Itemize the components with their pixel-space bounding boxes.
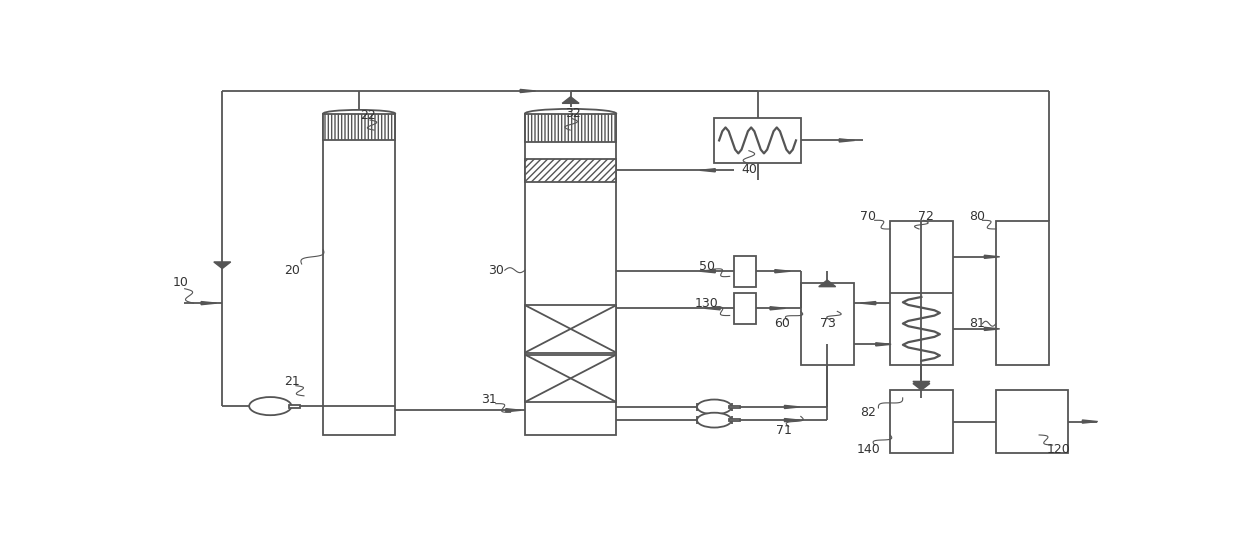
Bar: [729, 419, 740, 422]
Polygon shape: [985, 255, 999, 258]
Polygon shape: [775, 270, 790, 273]
Bar: [324, 108, 396, 114]
Text: 10: 10: [174, 276, 188, 289]
Ellipse shape: [525, 109, 616, 118]
Text: 72: 72: [918, 210, 934, 223]
Ellipse shape: [324, 110, 396, 117]
Bar: [801, 282, 853, 365]
Text: 140: 140: [856, 443, 880, 456]
Circle shape: [697, 400, 732, 414]
Bar: [525, 107, 616, 114]
Text: 50: 50: [698, 259, 714, 272]
Bar: [996, 221, 1049, 365]
Text: 120: 120: [1047, 443, 1070, 456]
Polygon shape: [913, 381, 930, 388]
Text: 70: 70: [861, 210, 877, 223]
Bar: [525, 113, 616, 435]
Bar: [890, 389, 952, 454]
Polygon shape: [861, 302, 875, 305]
Text: 22: 22: [361, 109, 376, 122]
Polygon shape: [770, 307, 785, 310]
Text: 40: 40: [742, 163, 756, 175]
Polygon shape: [818, 280, 836, 287]
Polygon shape: [699, 270, 715, 273]
Circle shape: [697, 412, 732, 427]
Bar: [525, 113, 616, 142]
Text: 30: 30: [489, 264, 505, 277]
Bar: [289, 404, 300, 408]
Polygon shape: [521, 89, 536, 93]
Polygon shape: [1083, 420, 1097, 423]
Bar: [324, 113, 396, 435]
Text: 20: 20: [284, 264, 300, 277]
Polygon shape: [213, 262, 231, 269]
Polygon shape: [913, 384, 930, 390]
Polygon shape: [562, 97, 579, 103]
Text: 31: 31: [481, 393, 497, 407]
Bar: [734, 256, 755, 287]
Text: 80: 80: [968, 210, 985, 223]
Bar: [525, 159, 616, 181]
Text: 71: 71: [775, 424, 791, 437]
Polygon shape: [785, 418, 800, 422]
Text: 81: 81: [968, 317, 985, 330]
Text: 32: 32: [565, 107, 580, 120]
Polygon shape: [839, 139, 854, 142]
Polygon shape: [985, 327, 999, 331]
Bar: [996, 389, 1068, 454]
Bar: [525, 305, 616, 353]
Bar: [729, 406, 740, 408]
Bar: [525, 355, 616, 402]
Circle shape: [249, 397, 291, 415]
Polygon shape: [699, 169, 715, 172]
Text: 60: 60: [774, 317, 790, 330]
Text: 73: 73: [820, 317, 836, 330]
Bar: [890, 221, 952, 365]
Text: 21: 21: [284, 375, 300, 388]
Text: 130: 130: [694, 296, 718, 310]
Bar: [734, 293, 755, 324]
Polygon shape: [704, 307, 720, 310]
Bar: [714, 118, 801, 163]
Text: 82: 82: [861, 406, 875, 419]
Bar: [324, 113, 396, 140]
Polygon shape: [875, 343, 892, 346]
Polygon shape: [506, 409, 521, 412]
Polygon shape: [785, 406, 800, 409]
Polygon shape: [201, 302, 217, 305]
